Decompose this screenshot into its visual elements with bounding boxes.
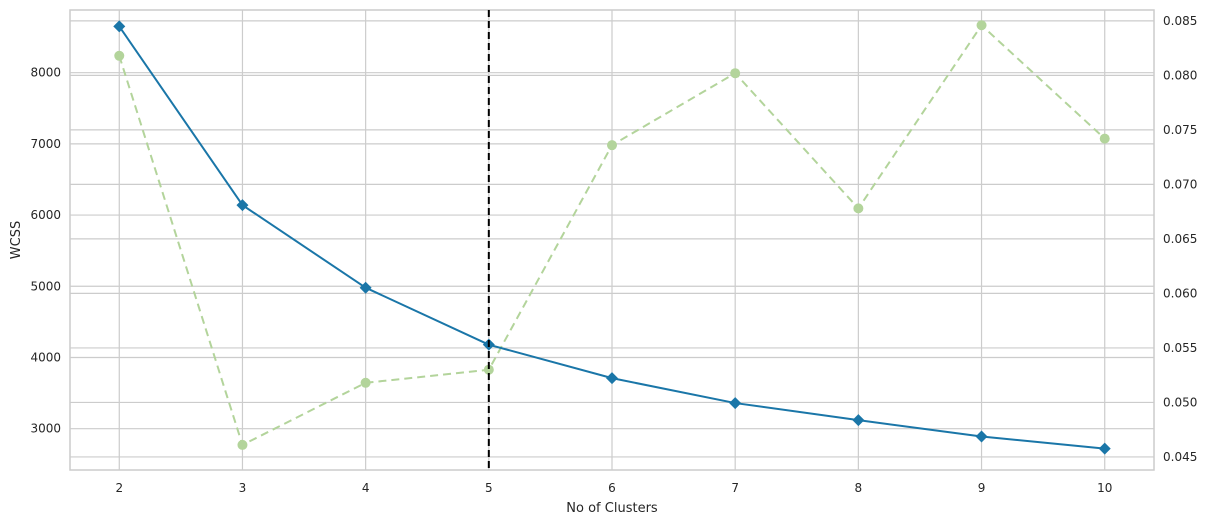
wcss-point	[975, 430, 988, 443]
y-tick-labels: 3000 4000 5000 6000 7000 8000	[30, 66, 61, 436]
y-tick-label: 4000	[30, 350, 61, 364]
fit-time-point	[853, 203, 864, 214]
wcss-point	[852, 414, 865, 427]
fit-time-point	[360, 377, 371, 388]
y2-tick-label: 0.070	[1163, 177, 1197, 191]
fit-time-point	[237, 439, 248, 450]
y2-tick-labels: 0.045 0.050 0.055 0.060 0.065 0.070 0.075 0.080…	[1163, 14, 1197, 464]
y-tick-label: 3000	[30, 422, 61, 436]
y2-tick-label: 0.080	[1163, 68, 1197, 82]
x-axis-title: No of Clusters	[566, 501, 658, 516]
x-tick-labels: 2 3 4 5 6 7 8 9 10	[115, 481, 1112, 495]
y2-tick-label: 0.060	[1163, 286, 1197, 300]
x-tick-label: 6	[608, 481, 616, 495]
x-tick-label: 7	[731, 481, 739, 495]
y-tick-label: 8000	[30, 66, 61, 80]
fit-time-point	[976, 20, 987, 31]
y2-tick-label: 0.075	[1163, 123, 1197, 137]
wcss-point	[1098, 442, 1111, 455]
fit-time-point	[607, 140, 617, 151]
x-tick-label: 8	[855, 481, 863, 495]
wcss-point	[606, 372, 618, 385]
wcss-point	[359, 281, 372, 294]
wcss-point	[236, 199, 249, 212]
y2-tick-label: 0.065	[1163, 232, 1197, 246]
x-tick-label: 3	[239, 481, 247, 495]
x-tick-label: 4	[362, 481, 370, 495]
plot-frame	[69, 9, 1155, 471]
fit-time-point	[483, 364, 494, 375]
x-tick-label: 9	[978, 481, 986, 495]
x-tick-label: 10	[1097, 481, 1112, 495]
y-axis-title: WCSS	[9, 221, 24, 259]
fit-time-point	[114, 50, 125, 61]
y2-tick-label: 0.045	[1163, 450, 1197, 464]
wcss-point	[729, 397, 742, 410]
x-tick-label: 2	[115, 481, 123, 495]
fit-time-point	[1099, 133, 1110, 144]
y-tick-label: 7000	[30, 137, 61, 151]
x-tick-label: 5	[485, 481, 493, 495]
wcss-point	[113, 20, 126, 33]
y2-tick-label: 0.050	[1163, 395, 1197, 409]
y2-tick-label: 0.085	[1163, 14, 1197, 28]
fit-time-point	[730, 68, 741, 79]
y-tick-label: 5000	[30, 279, 61, 293]
y2-tick-label: 0.055	[1163, 341, 1197, 355]
y2-gridlines	[70, 20, 1154, 458]
series-layer	[113, 20, 1111, 455]
x-gridlines	[118, 10, 1106, 470]
y-tick-label: 6000	[30, 208, 61, 222]
